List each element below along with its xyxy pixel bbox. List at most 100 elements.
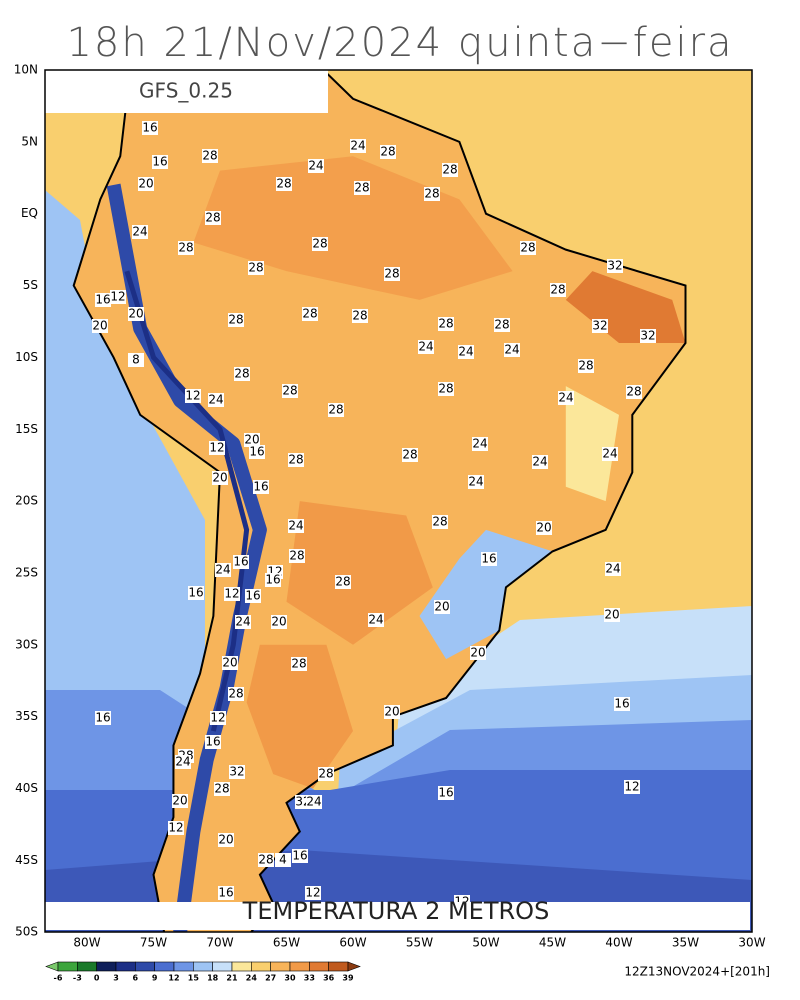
contour-label: 20 [212,471,227,485]
contour-label: 28 [214,782,229,796]
colorbar-tick-label: 24 [246,974,258,983]
colorbar-box [328,961,349,972]
contour-label-bg [208,393,224,407]
lon-label: 80W [73,936,100,950]
contour-label: 12 [210,711,225,725]
contour-label: 12 [624,780,639,794]
contour-label-bg [291,657,307,671]
contour-label: 24 [468,475,483,489]
contour-label: 16 [95,711,110,725]
contour-label-bg [312,237,328,251]
contour-label: 12 [209,441,224,455]
colorbar-tick-label: 39 [342,974,354,983]
contour-label: 32 [640,329,655,343]
contour-label: 20 [384,705,399,719]
contour-label: 20 [92,319,107,333]
contour-label-bg [253,480,269,494]
colorbar-arrow [45,961,59,972]
contour-label: 28 [178,241,193,255]
contour-label-bg [384,267,400,281]
colorbar-tick-label: 6 [133,974,139,983]
colorbar-box [212,961,233,972]
contour-label: 28 [302,307,317,321]
contour-label-bg [185,389,201,403]
lat-label: 20S [15,494,38,508]
contour-label: 28 [550,283,565,297]
colorbar-tick-label: 9 [152,974,158,983]
contour-label-bg [288,519,304,533]
contour-label-bg [175,755,191,769]
contour-label-bg [276,177,292,191]
contour-label-bg [214,782,230,796]
contour-label: 12 [224,587,239,601]
contour-label: 24 [605,562,620,576]
colorbar-tick-label: 30 [284,974,296,983]
contour-label-bg [209,441,225,455]
warm-region [565,271,686,344]
lat-label: 15S [15,422,38,436]
contour-label: 24 [368,613,383,627]
colorbar-arrow [347,961,361,972]
lat-label: 30S [15,637,38,651]
contour-label: 16 [265,573,280,587]
colorbar-tick-label: 18 [207,974,219,983]
lat-label: 35S [15,709,38,723]
colorbar-box [96,961,117,972]
contour-label: 28 [288,453,303,467]
contour-label: 12 [110,290,125,304]
contour-label-bg [205,211,221,225]
contour-label: 24 [602,447,617,461]
contour-label: 28 [380,145,395,159]
contour-label: 28 [234,367,249,381]
contour-label-bg [210,711,226,725]
contour-label-bg [132,225,148,239]
contour-label: 28 [282,384,297,398]
contour-label-bg [592,319,608,333]
contour-label: 28 [312,237,327,251]
contour-label: 32 [592,319,607,333]
contour-label: 32 [229,765,244,779]
contour-label: 28 [494,318,509,332]
contour-label-bg [402,448,418,462]
contour-label: 28 [384,267,399,281]
lat-label: 25S [15,565,38,579]
contour-label-bg [384,705,400,719]
contour-label: 28 [335,575,350,589]
contour-label-bg [275,853,291,867]
contour-label-bg [468,475,484,489]
contour-label: 16 [142,121,157,135]
contour-label: 28 [291,657,306,671]
contour-label: 16 [218,886,233,900]
contour-label-bg [228,687,244,701]
contour-label: 20 [536,521,551,535]
contour-label-bg [438,786,454,800]
contour-label-bg [305,886,321,900]
contour-label: 28 [402,448,417,462]
contour-label-bg [350,139,366,153]
lat-label: 50S [15,925,38,939]
lon-label: 65W [273,936,300,950]
contour-label-bg [602,447,618,461]
contour-label-bg [536,521,552,535]
contour-label-bg [168,821,184,835]
lat-label: 40S [15,781,38,795]
contour-label: 28 [432,515,447,529]
contour-label: 28 [626,385,641,399]
contour-label-bg [271,615,287,629]
contour-label-bg [328,403,344,417]
contour-label: 20 [172,794,187,808]
lat-label: 45S [15,853,38,867]
contour-label-bg [288,453,304,467]
contour-label-bg [142,121,158,135]
contour-label: 16 [438,786,453,800]
contour-label-bg [626,385,642,399]
colorbar-tick-label: -6 [54,974,63,983]
coastline [72,70,687,932]
contour-label-bg [418,340,434,354]
contour-label-bg [224,587,240,601]
colorbar-box [193,961,213,972]
contour-label-bg [172,794,188,808]
contour-label-bg [494,318,510,332]
